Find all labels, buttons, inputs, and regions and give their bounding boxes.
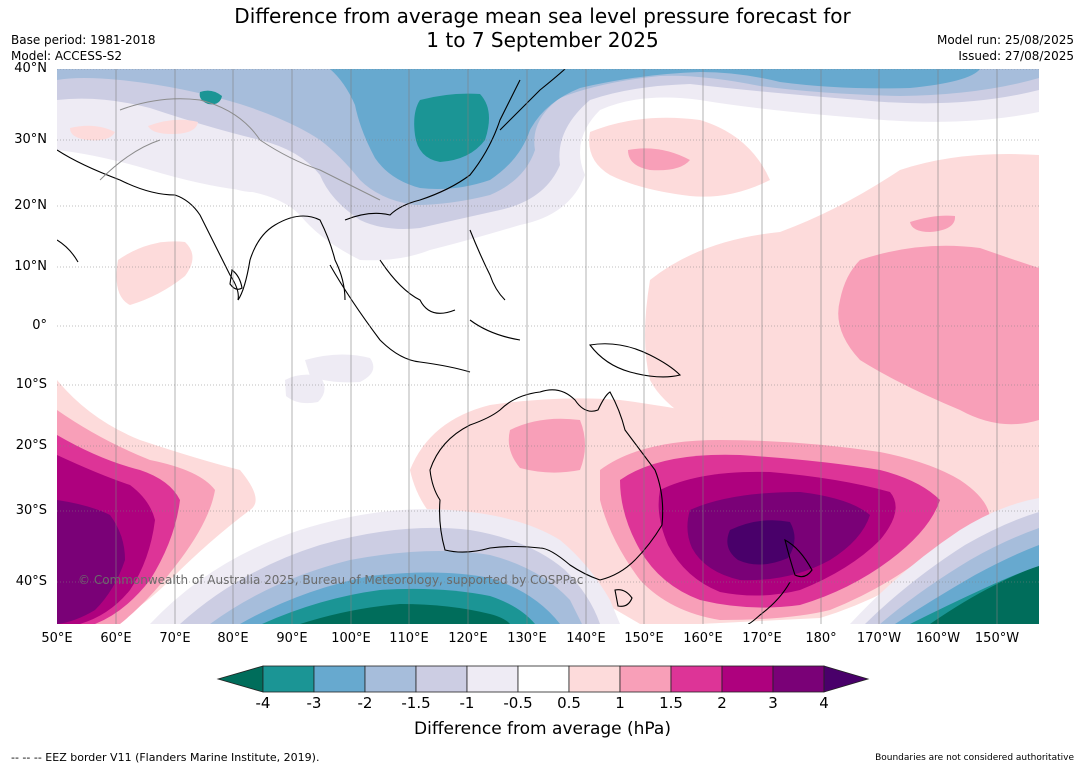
meta-left: Base period: 1981-2018 Model: ACCESS-S2: [11, 32, 156, 64]
colorbar-tick: 4: [819, 694, 829, 712]
lat-label: 20°S: [15, 438, 47, 453]
title-line-2: 1 to 7 September 2025: [426, 28, 659, 52]
lat-label: 0°: [32, 318, 47, 333]
colorbar: [216, 665, 870, 693]
lon-label: 140°E: [566, 631, 606, 646]
lon-label: 160°E: [683, 631, 723, 646]
lon-label: 180°: [805, 631, 837, 646]
coastlines: [57, 69, 813, 624]
lon-label: 150°W: [974, 631, 1020, 646]
lon-label: 80°E: [217, 631, 249, 646]
eez-note: -- -- -- EEZ border V11 (Flanders Marine…: [11, 751, 320, 764]
lon-label: 130°E: [507, 631, 547, 646]
negative-anomaly-north: [57, 69, 1039, 261]
lat-label: 40°S: [15, 574, 47, 589]
lon-label: 120°E: [448, 631, 488, 646]
colorbar-tick: -3: [306, 694, 322, 712]
country-borders: [99, 98, 381, 201]
lon-label: 60°E: [100, 631, 132, 646]
map-title: Difference from average mean sea level p…: [0, 4, 1085, 52]
lat-label: 30°N: [14, 132, 47, 147]
colorbar-tick: -0.5: [503, 694, 533, 712]
colorbar-tick: -4: [255, 694, 271, 712]
boundaries-note: Boundaries are not considered authoritat…: [875, 753, 1074, 763]
title-line-1: Difference from average mean sea level p…: [234, 4, 851, 28]
issued-date: Issued: 27/08/2025: [958, 49, 1074, 63]
lat-label: 20°N: [14, 198, 47, 213]
lon-label: 110°E: [389, 631, 429, 646]
model-name: Model: ACCESS-S2: [11, 49, 123, 63]
lat-label: 40°N: [14, 61, 47, 76]
colorbar-tick: -1.5: [401, 694, 431, 712]
model-run: Model run: 25/08/2025: [936, 33, 1074, 47]
lon-label: 90°E: [276, 631, 308, 646]
lon-label: 150°E: [624, 631, 664, 646]
graticule: [57, 69, 1039, 624]
lon-label: 70°E: [159, 631, 191, 646]
colorbar-tick: 2: [717, 694, 727, 712]
lat-label: 10°S: [15, 377, 47, 392]
lon-label: 160°W: [915, 631, 961, 646]
colorbar-label: Difference from average (hPa): [414, 719, 671, 739]
colorbar-tick: 1.5: [659, 694, 683, 712]
meta-right: Model run: 25/08/2025 Issued: 27/08/2025: [937, 32, 1074, 64]
lon-label: 100°E: [331, 631, 371, 646]
lon-label: 50°E: [41, 631, 73, 646]
lat-label: 10°N: [14, 259, 47, 274]
base-period: Base period: 1981-2018: [11, 33, 156, 47]
colorbar-tick: 0.5: [557, 694, 581, 712]
lon-label: 170°E: [742, 631, 782, 646]
colorbar-tick: 1: [615, 694, 625, 712]
negative-anomaly-south: [150, 498, 1039, 624]
lat-label: 30°S: [15, 503, 47, 518]
copyright-notice: © Commonwealth of Australia 2025, Bureau…: [78, 573, 584, 587]
lon-label: 170°W: [856, 631, 902, 646]
colorbar-tick: -2: [357, 694, 373, 712]
colorbar-tick: 3: [768, 694, 778, 712]
colorbar-tick: -1: [459, 694, 475, 712]
